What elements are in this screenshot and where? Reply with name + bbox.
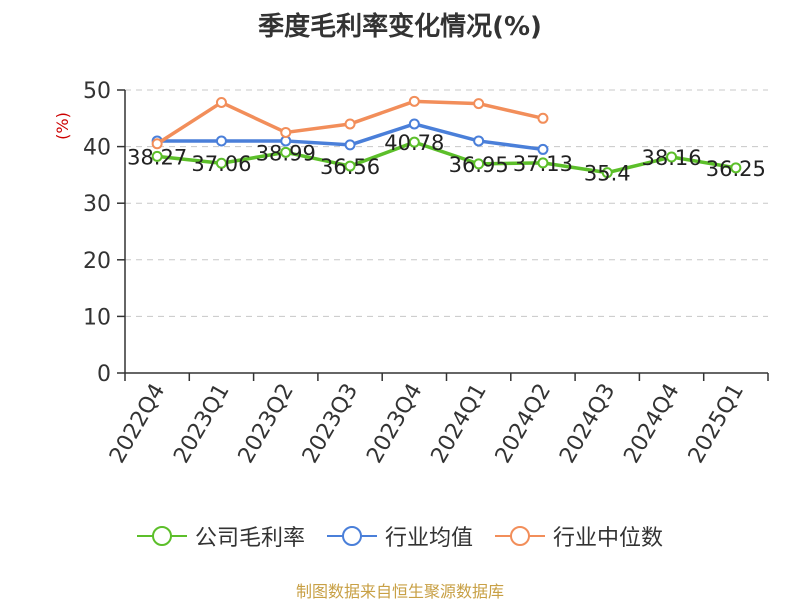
data-label: 36.56 [320,155,380,179]
data-label: 38.16 [641,146,701,170]
y-tick-label: 10 [83,305,111,330]
data-point [344,160,356,172]
data-point [215,96,227,108]
y-tick-label: 0 [97,362,111,387]
x-tick-label: 2023Q3 [298,380,363,468]
data-point [473,135,485,147]
data-point [473,98,485,110]
data-point [666,151,678,163]
legend-line-marker-icon [495,526,545,546]
data-point [280,146,292,158]
data-point [730,162,742,174]
legend-label: 公司毛利率 [194,526,305,551]
x-tick-label: 2024Q3 [555,380,620,468]
x-tick-label: 2025Q1 [684,380,749,468]
data-point [344,118,356,130]
data-point [601,167,613,179]
y-tick-label: 40 [83,136,111,161]
legend-line-marker-icon [326,526,377,546]
x-tick-label: 2023Q2 [234,380,299,468]
y-tick-label: 20 [83,249,111,274]
legend-item[interactable]: 行业均值 [326,520,473,552]
data-point [215,135,227,147]
data-point [408,118,420,130]
legend-label: 行业均值 [384,526,473,551]
y-tick-label: 30 [83,192,111,217]
data-point [473,158,485,170]
data-label: 37.13 [513,152,573,176]
data-point [537,112,549,124]
x-tick-label: 2022Q4 [105,380,170,468]
legend-item[interactable]: 公司毛利率 [136,520,305,552]
x-tick-label: 2024Q2 [491,380,556,468]
line-chart: 01020304050(%)2022Q42023Q12023Q22023Q320… [53,79,769,468]
legend-label: 行业中位数 [553,526,664,551]
data-label: 36.95 [449,153,509,177]
data-label: 37.06 [191,152,251,176]
x-tick-label: 2023Q1 [169,380,234,468]
y-tick-label: 50 [83,79,111,104]
data-point [408,136,420,148]
data-label: 35.4 [584,162,631,186]
series-line [156,140,737,175]
legend-item[interactable]: 行业中位数 [495,520,663,552]
data-label: 38.27 [127,145,187,169]
chart-title: 季度毛利率变化情况(%) [258,12,542,42]
data-point [280,126,292,138]
y-axis-label: (%) [53,112,72,140]
legend-line-marker-icon [136,526,187,546]
data-point [151,150,163,162]
x-tick-label: 2023Q4 [362,380,427,468]
legend: 公司毛利率 行业均值 行业中位数 [0,520,800,552]
data-point [537,157,549,169]
data-point [344,139,356,151]
x-tick-label: 2024Q1 [427,380,492,468]
data-label: 36.25 [706,157,766,181]
data-point [215,157,227,169]
data-point [151,138,163,150]
x-tick-label: 2024Q4 [619,380,684,468]
data-label: 40.78 [384,131,444,155]
data-point [537,143,549,155]
source-note: 制图数据来自恒生聚源数据库 [295,582,504,601]
data-point [408,95,420,107]
